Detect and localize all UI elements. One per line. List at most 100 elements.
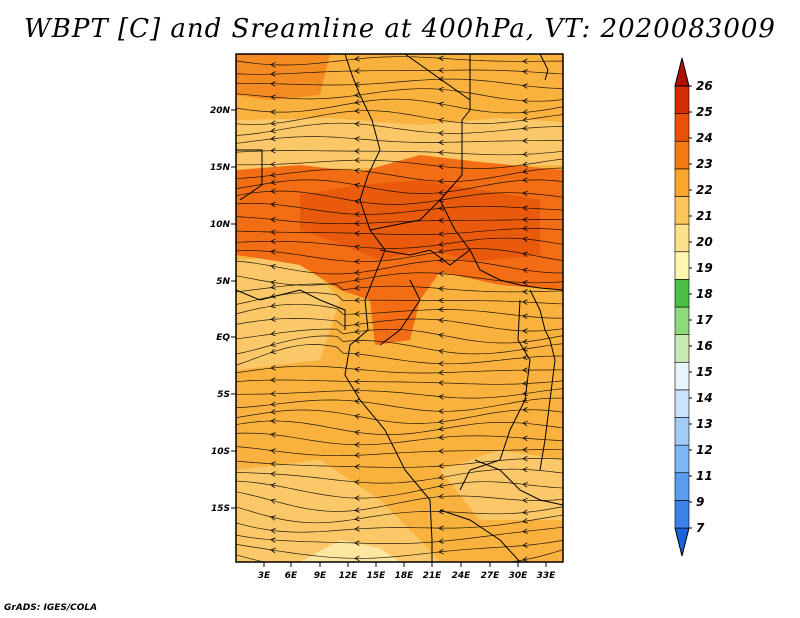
streamline-arrow	[438, 474, 444, 480]
streamline	[236, 216, 563, 225]
colorbar-swatch	[674, 279, 690, 308]
colorbar: 7 9 11 12 13 14 15 16 17 18 19 20 21 22 23 24 25 26	[674, 57, 713, 557]
colorbar-arrow-high	[674, 57, 690, 87]
streamline-arrow	[522, 137, 528, 144]
streamline-arrow	[270, 537, 276, 543]
streamline-arrow	[522, 338, 528, 345]
streamline-arrow	[522, 251, 528, 257]
streamline-arrow	[522, 109, 528, 115]
colorbar-label: 7	[696, 521, 705, 535]
streamline-arrow	[438, 369, 444, 376]
streamline	[236, 122, 563, 136]
streamline-arrow	[438, 86, 444, 93]
streamline-arrow	[438, 178, 444, 185]
streamline-arrow	[354, 413, 360, 420]
streamline-arrow	[438, 163, 444, 170]
streamline-arrow	[438, 139, 444, 146]
streamline-arrow	[354, 81, 360, 88]
streamline-arrow	[522, 542, 528, 548]
streamline-arrow	[438, 248, 444, 255]
streamline	[236, 78, 563, 89]
streamline-arrow	[354, 442, 360, 448]
streamline	[236, 259, 563, 275]
wbpt-light-patch-south	[236, 460, 440, 562]
lon-tick-label: 30E	[509, 571, 529, 581]
streamline-arrow	[270, 377, 276, 383]
streamline-arrow	[354, 230, 360, 237]
lon-tick-label: 12E	[339, 571, 359, 581]
streamline-arrow	[354, 387, 360, 394]
streamline-arrow	[270, 316, 276, 322]
streamline-arrow	[522, 98, 528, 104]
streamline-arrow	[438, 508, 444, 515]
streamline-arrow	[270, 120, 276, 126]
wbpt-light-patch-southeast	[440, 450, 563, 520]
streamline-arrow	[522, 509, 528, 515]
streamline-arrow	[270, 432, 276, 438]
streamline-arrow	[270, 135, 276, 142]
streamline-arrow	[354, 398, 360, 405]
streamline-arrow	[270, 284, 276, 290]
streamline-arrow	[354, 148, 360, 154]
streamline-arrow	[522, 205, 528, 211]
streamline	[236, 283, 563, 293]
streamline-arrow	[270, 188, 276, 194]
streamline-arrow	[354, 220, 360, 227]
streamline-arrow	[438, 205, 444, 211]
streamline-arrow	[270, 471, 276, 477]
streamline-arrow	[522, 236, 528, 242]
streamline-arrow	[354, 198, 360, 205]
streamline	[236, 228, 563, 236]
lat-tick-label: 20N	[210, 106, 231, 116]
streamline	[236, 150, 563, 156]
streamline	[236, 397, 563, 412]
streamline-arrow	[270, 418, 276, 424]
lon-tick-label: 24E	[452, 571, 472, 581]
streamline-arrow	[270, 547, 276, 554]
streamline	[236, 335, 563, 355]
streamline-arrow	[438, 538, 444, 544]
streamline-arrow	[522, 346, 528, 352]
lat-tick-label: 5N	[216, 277, 230, 287]
streamline-arrow	[522, 497, 528, 504]
streamline-arrow	[522, 406, 528, 413]
streamline-arrow	[270, 201, 276, 208]
streamline	[236, 506, 563, 524]
streamline	[236, 539, 563, 559]
streamline	[236, 458, 563, 468]
streamline-arrow	[438, 434, 444, 441]
streamline-arrow	[354, 328, 360, 335]
streamline-arrow	[522, 328, 528, 334]
streamline-arrow	[438, 271, 444, 277]
colorbar-label: 11	[696, 469, 713, 483]
streamline	[236, 480, 563, 499]
streamline-arrow	[522, 161, 528, 167]
lon-tick-label: 9E	[314, 571, 327, 581]
streamline-arrow	[522, 177, 528, 183]
lon-tick-label: 15E	[367, 571, 387, 581]
streamline	[236, 190, 563, 205]
streamline	[236, 409, 563, 424]
latitude-axis: 20N 15N 10N 5N EQ 5S 10S 15S	[210, 106, 236, 514]
streamline-arrow	[354, 258, 360, 265]
streamline-arrow	[270, 498, 276, 504]
streamline	[236, 158, 563, 169]
streamline-arrow	[354, 136, 360, 142]
streamline-arrow	[354, 92, 360, 98]
streamline-arrow	[522, 380, 528, 387]
streamline-arrow	[270, 448, 276, 454]
streamline-arrow	[270, 401, 276, 407]
streamline-arrow	[270, 238, 276, 245]
streamline-arrow	[270, 179, 276, 186]
streamline-arrow	[522, 354, 528, 361]
plot-frame	[235, 53, 564, 563]
country-borders	[236, 54, 563, 562]
streamline	[236, 202, 563, 215]
lon-tick-label: 33E	[537, 571, 557, 581]
streamline	[236, 514, 563, 533]
grads-credit: GrADS: IGES/COLA	[4, 603, 98, 613]
colorbar-swatch	[674, 389, 690, 418]
streamline	[236, 167, 563, 182]
streamline-arrow	[354, 167, 360, 174]
streamline	[236, 432, 563, 446]
